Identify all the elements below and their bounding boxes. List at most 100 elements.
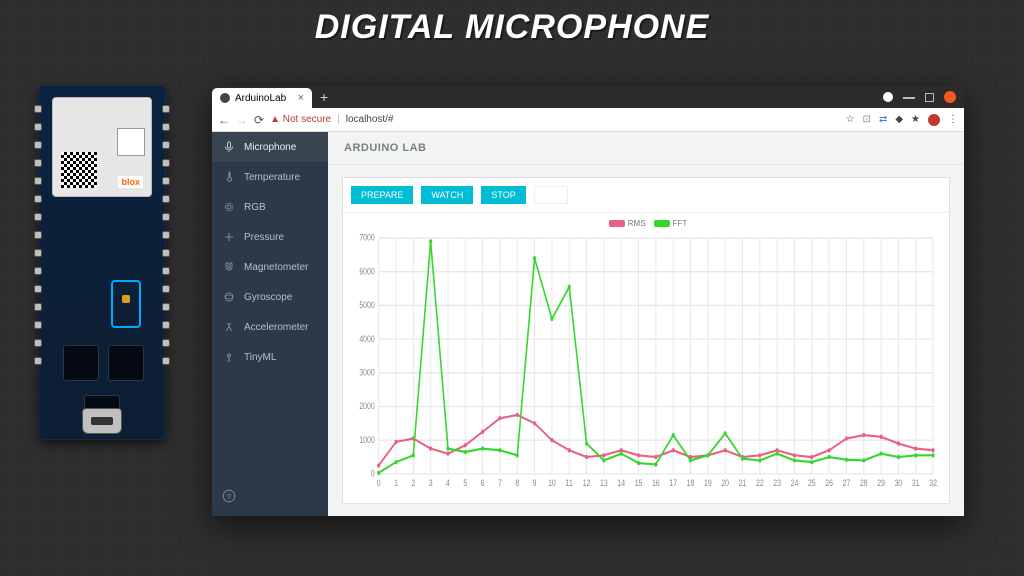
svg-text:4000: 4000 xyxy=(359,334,375,344)
qr-code xyxy=(61,152,97,188)
chip xyxy=(108,345,144,381)
back-button[interactable]: ← xyxy=(218,113,230,127)
watch-button[interactable]: WATCH xyxy=(421,186,473,204)
new-tab-button[interactable]: + xyxy=(312,89,336,105)
svg-text:6: 6 xyxy=(481,478,485,488)
tab-favicon xyxy=(220,93,230,103)
svg-text:3: 3 xyxy=(429,478,433,488)
svg-text:2: 2 xyxy=(411,478,415,488)
svg-text:14: 14 xyxy=(617,478,625,488)
svg-text:8: 8 xyxy=(515,478,519,488)
min-icon[interactable] xyxy=(903,95,915,99)
question-circle-icon: ? xyxy=(222,489,236,503)
max-icon[interactable] xyxy=(925,93,934,102)
sidebar-item-label: Accelerometer xyxy=(244,322,308,333)
svg-text:2000: 2000 xyxy=(359,401,375,411)
svg-text:6000: 6000 xyxy=(359,266,375,276)
app: Microphone Temperature RGB Pressure Magnetom… xyxy=(212,132,964,516)
svg-text:5: 5 xyxy=(463,478,467,488)
mic-icon xyxy=(222,141,236,153)
sidebar-item-magnetometer[interactable]: Magnetometer xyxy=(212,252,328,282)
svg-text:13: 13 xyxy=(600,478,608,488)
svg-text:18: 18 xyxy=(687,478,695,488)
extensions-icon[interactable]: ★ xyxy=(911,114,920,125)
svg-text:1: 1 xyxy=(394,478,398,488)
svg-text:20: 20 xyxy=(721,478,729,488)
usb-port xyxy=(82,408,122,434)
page-title: ARDUINO LAB xyxy=(328,132,964,165)
sidebar-item-label: RGB xyxy=(244,202,266,213)
svg-text:29: 29 xyxy=(877,478,885,488)
svg-text:10: 10 xyxy=(548,478,556,488)
pressure-icon xyxy=(222,231,236,243)
star-icon[interactable]: ☆ xyxy=(846,114,855,125)
browser-tab[interactable]: ArduinoLab × xyxy=(212,88,312,108)
tabs-bar: ArduinoLab × + xyxy=(212,86,964,108)
svg-text:28: 28 xyxy=(860,478,868,488)
sidebar-item-tinyml[interactable]: TinyML xyxy=(212,342,328,372)
svg-text:4: 4 xyxy=(446,478,450,488)
person-icon[interactable]: ◆ xyxy=(895,114,903,125)
svg-text:?: ? xyxy=(227,492,231,501)
forward-button[interactable]: → xyxy=(236,113,248,127)
not-secure-badge[interactable]: ▲ Not secure xyxy=(270,114,331,125)
sidebar-item-pressure[interactable]: Pressure xyxy=(212,222,328,252)
svg-text:16: 16 xyxy=(652,478,660,488)
sidebar-item-rgb[interactable]: RGB xyxy=(212,192,328,222)
svg-text:17: 17 xyxy=(669,478,677,488)
profile-avatar[interactable] xyxy=(928,114,940,126)
svg-text:30: 30 xyxy=(895,478,903,488)
ublox-label: blox xyxy=(118,176,143,188)
svg-text:3000: 3000 xyxy=(359,368,375,378)
svg-text:26: 26 xyxy=(825,478,833,488)
blank-button[interactable] xyxy=(534,186,568,204)
line-chart: 0100020003000400050006000700001234567891… xyxy=(347,230,941,498)
svg-text:7: 7 xyxy=(498,478,502,488)
magnet-icon xyxy=(222,261,236,273)
svg-text:11: 11 xyxy=(566,478,574,488)
svg-text:21: 21 xyxy=(739,478,747,488)
chart-legend: RMSFFT xyxy=(347,217,941,230)
close-tab-icon[interactable]: × xyxy=(298,92,304,104)
main-content: ARDUINO LAB PREPARE WATCH STOP RMSFFT 0 1… xyxy=(328,132,964,516)
cast-icon[interactable]: ⊡ xyxy=(863,114,871,125)
chip xyxy=(63,345,99,381)
ublox-module: blox xyxy=(52,97,152,197)
sidebar-item-gyroscope[interactable]: Gyroscope xyxy=(212,282,328,312)
rgb-icon xyxy=(222,201,236,213)
chart-container: RMSFFT 010002000300040005000600070000123… xyxy=(343,213,949,503)
address-bar: ← → ⟳ ▲ Not secure | localhost/# ☆ ⊡ ⇄ ◆… xyxy=(212,108,964,132)
toolbar-icons: ☆ ⊡ ⇄ ◆ ★ ⋮ xyxy=(846,114,958,126)
pins-right xyxy=(162,105,170,365)
ml-icon xyxy=(222,351,236,363)
svg-text:27: 27 xyxy=(843,478,851,488)
action-toolbar: PREPARE WATCH STOP xyxy=(343,178,949,213)
svg-text:5000: 5000 xyxy=(359,300,375,310)
help-icon[interactable]: ? xyxy=(212,479,328,516)
svg-text:19: 19 xyxy=(704,478,712,488)
sidebar-item-label: TinyML xyxy=(244,352,276,363)
sidebar-item-label: Microphone xyxy=(244,142,296,153)
browser-window: ArduinoLab × + ← → ⟳ ▲ Not secure | loca… xyxy=(212,86,964,516)
sidebar-item-temperature[interactable]: Temperature xyxy=(212,162,328,192)
close-window-icon[interactable] xyxy=(944,91,956,103)
reload-button[interactable]: ⟳ xyxy=(254,113,264,127)
stop-button[interactable]: STOP xyxy=(481,186,525,204)
accel-icon xyxy=(222,321,236,333)
sidebar-item-microphone[interactable]: Microphone xyxy=(212,132,328,162)
translate-icon[interactable]: ⇄ xyxy=(879,114,887,125)
url-field[interactable]: localhost/# xyxy=(346,114,840,125)
tab-title: ArduinoLab xyxy=(235,93,286,104)
gear-icon[interactable] xyxy=(883,92,893,102)
sidebar-item-accelerometer[interactable]: Accelerometer xyxy=(212,312,328,342)
content-panel: PREPARE WATCH STOP RMSFFT 01000200030004… xyxy=(342,177,950,504)
svg-text:0: 0 xyxy=(377,478,381,488)
svg-text:15: 15 xyxy=(635,478,643,488)
sidebar: Microphone Temperature RGB Pressure Magnetom… xyxy=(212,132,328,516)
sidebar-item-label: Temperature xyxy=(244,172,300,183)
gyro-icon xyxy=(222,291,236,303)
pins-left xyxy=(34,105,42,365)
menu-icon[interactable]: ⋮ xyxy=(948,114,958,125)
sidebar-item-label: Pressure xyxy=(244,232,284,243)
prepare-button[interactable]: PREPARE xyxy=(351,186,413,204)
